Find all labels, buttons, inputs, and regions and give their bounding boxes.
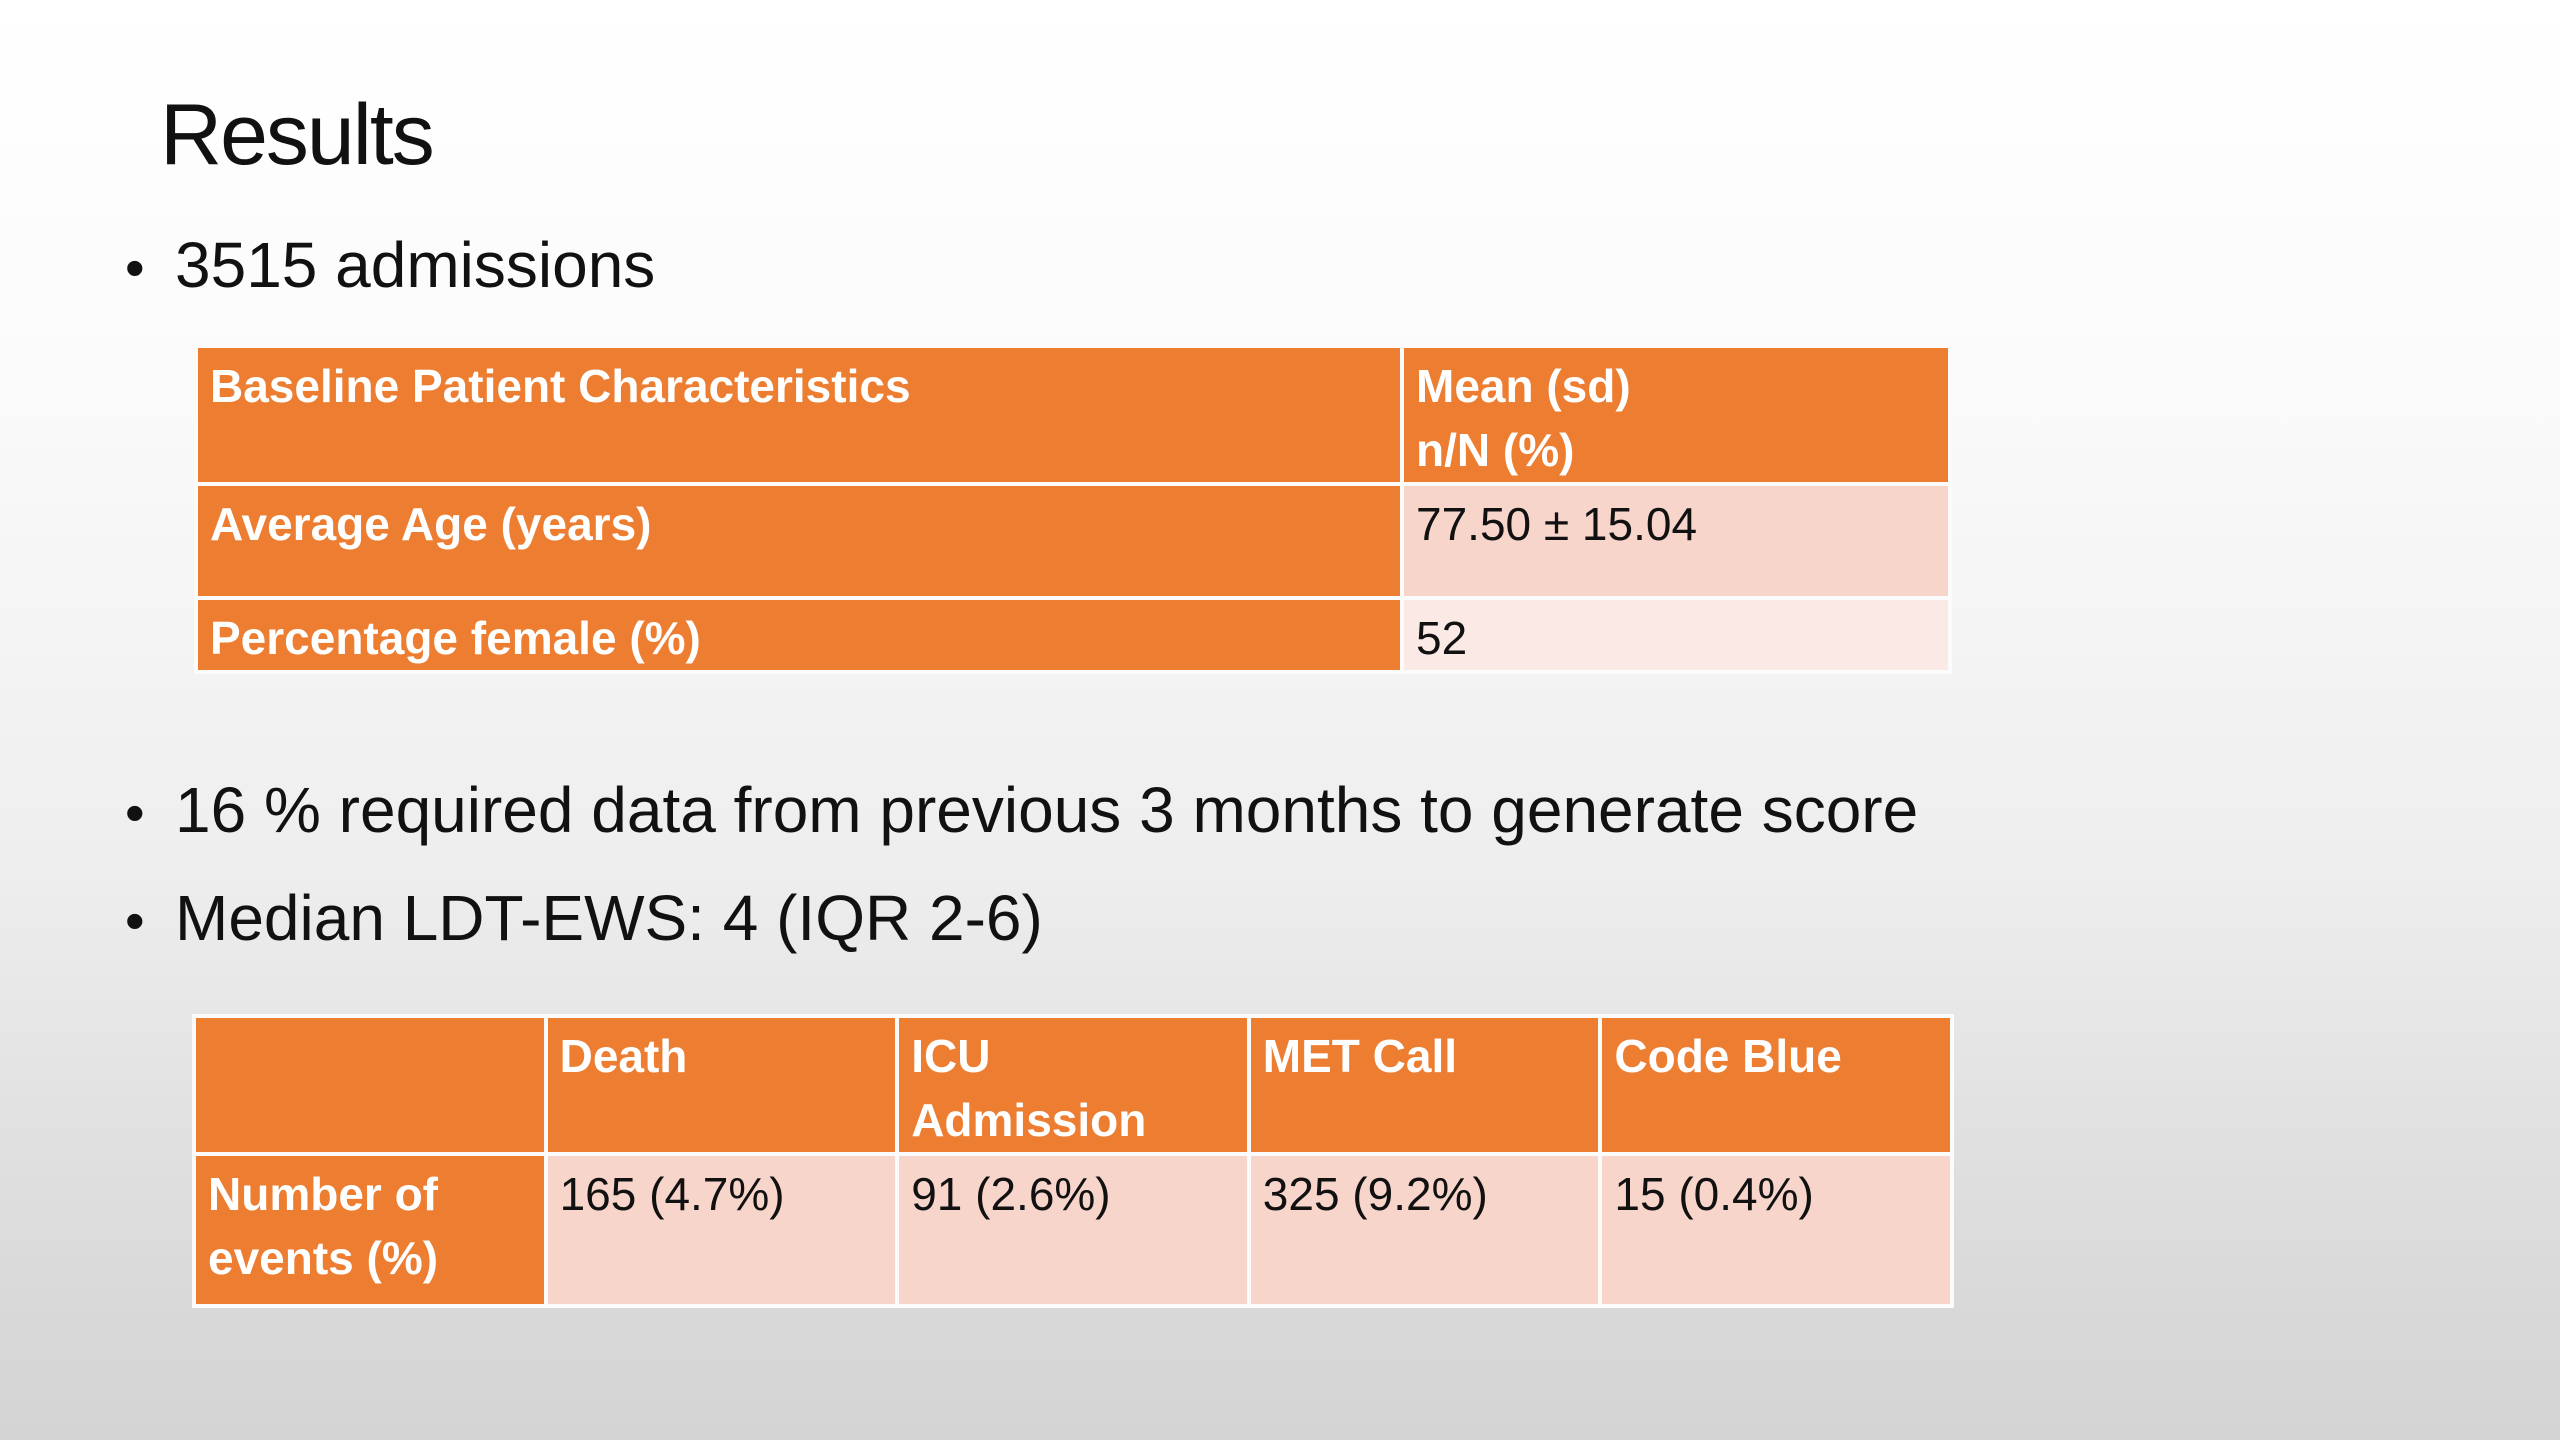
value-icu-admission: 91 (2.6%) xyxy=(895,1152,1251,1308)
header-cell-characteristics: Baseline Patient Characteristics xyxy=(194,344,1404,486)
bullet-dot: • xyxy=(125,889,145,952)
row-label-line-2: events (%) xyxy=(208,1232,439,1284)
header-cell-icu-admission: ICU Admission xyxy=(895,1014,1251,1156)
header-cell-empty xyxy=(192,1014,548,1156)
bullet-text: 3515 admissions xyxy=(175,229,656,301)
bullet-required-data: • 16 % required data from previous 3 mon… xyxy=(125,770,1918,853)
value-death: 165 (4.7%) xyxy=(543,1152,900,1308)
row-label-percentage-female: Percentage female (%) xyxy=(194,596,1404,674)
baseline-characteristics-table: Baseline Patient Characteristics Mean (s… xyxy=(194,344,1952,674)
bullet-dot: • xyxy=(125,781,145,844)
table-header-row: Baseline Patient Characteristics Mean (s… xyxy=(194,344,1952,486)
value-met-call: 325 (9.2%) xyxy=(1246,1152,1603,1308)
row-value-average-age: 77.50 ± 15.04 xyxy=(1400,482,1952,600)
slide-title: Results xyxy=(160,87,435,183)
bullet-admissions: • 3515 admissions xyxy=(125,225,655,308)
row-label-line-1: Number of xyxy=(208,1168,438,1220)
row-label-average-age: Average Age (years) xyxy=(194,482,1404,600)
bullet-dot: • xyxy=(125,236,145,299)
header-cell-met-call: MET Call xyxy=(1246,1014,1603,1156)
header-line-n-n: n/N (%) xyxy=(1416,424,1575,476)
value-code-blue: 15 (0.4%) xyxy=(1598,1152,1954,1308)
table-row: Number of events (%) 165 (4.7%) 91 (2.6%… xyxy=(192,1152,1954,1308)
bullet-text: 16 % required data from previous 3 month… xyxy=(175,774,1919,846)
header-cell-mean-sd: Mean (sd) n/N (%) xyxy=(1400,344,1952,486)
row-value-percentage-female: 52 xyxy=(1400,596,1952,674)
table-header-row: Death ICU Admission MET Call Code Blue xyxy=(192,1014,1954,1156)
header-cell-code-blue: Code Blue xyxy=(1598,1014,1954,1156)
table-row: Percentage female (%) 52 xyxy=(194,596,1952,674)
table-row: Average Age (years) 77.50 ± 15.04 xyxy=(194,482,1952,600)
events-table: Death ICU Admission MET Call Code Blue N… xyxy=(192,1014,1954,1308)
header-line-mean-sd: Mean (sd) xyxy=(1416,360,1631,412)
header-cell-death: Death xyxy=(543,1014,900,1156)
bullet-median-score: • Median LDT-EWS: 4 (IQR 2-6) xyxy=(125,878,1043,961)
row-label-number-of-events: Number of events (%) xyxy=(192,1152,548,1308)
bullet-text: Median LDT-EWS: 4 (IQR 2-6) xyxy=(175,882,1043,954)
